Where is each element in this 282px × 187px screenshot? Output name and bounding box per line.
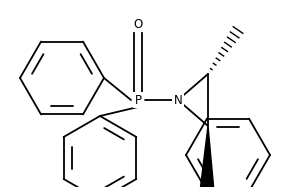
Polygon shape xyxy=(200,126,214,187)
Text: N: N xyxy=(174,94,182,107)
Text: P: P xyxy=(135,94,142,107)
Text: O: O xyxy=(133,18,143,30)
